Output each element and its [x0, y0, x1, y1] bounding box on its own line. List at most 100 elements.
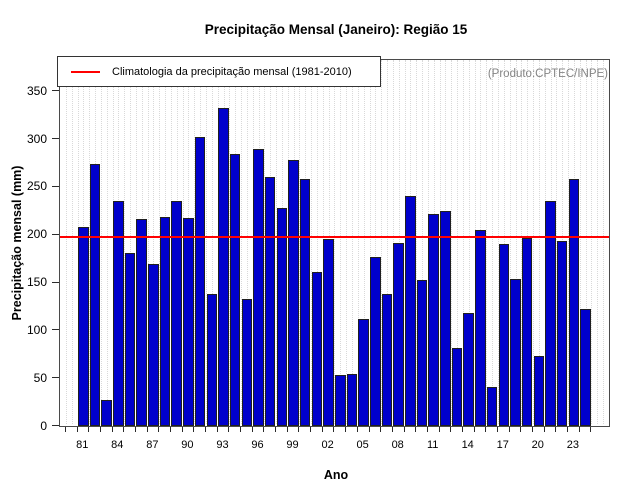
bar-2004 — [346, 374, 358, 426]
plot-area — [59, 59, 610, 427]
climatology-line-swatch — [71, 70, 100, 73]
bar-2020 — [533, 356, 545, 426]
gridline — [147, 60, 149, 424]
x-tick — [181, 427, 183, 432]
x-tick — [543, 427, 545, 432]
x-tick — [298, 427, 300, 432]
x-tick-label: 20 — [531, 439, 544, 451]
x-tick — [520, 427, 522, 432]
bar-1997 — [264, 177, 276, 426]
bar-2014 — [463, 313, 474, 426]
x-tick — [590, 427, 592, 432]
bar-1982 — [89, 163, 101, 426]
x-tick — [403, 427, 405, 432]
bar-2016 — [486, 386, 498, 426]
bar-1981 — [78, 227, 89, 426]
gridline — [538, 60, 540, 424]
bar-1995 — [241, 298, 253, 426]
bar-1986 — [136, 219, 147, 426]
gridline — [65, 60, 67, 424]
x-tick — [391, 427, 393, 432]
bar-2001 — [311, 272, 323, 426]
gridline — [468, 60, 470, 424]
gridline — [416, 60, 418, 424]
gridline — [100, 60, 102, 424]
bar-2015 — [475, 229, 486, 426]
y-tick — [52, 233, 59, 235]
x-tick — [146, 427, 148, 432]
gridline — [159, 60, 161, 424]
gridline — [585, 60, 587, 424]
gridline — [568, 60, 569, 424]
y-tick — [52, 377, 59, 379]
x-tick — [426, 427, 428, 432]
x-tick — [578, 427, 580, 432]
x-tick — [286, 427, 288, 432]
bar-1998 — [276, 207, 288, 426]
x-tick — [158, 427, 160, 432]
x-tick — [567, 427, 568, 432]
gridline — [533, 60, 534, 424]
chart-title: Precipitação Mensal (Janeiro): Região 15 — [204, 22, 468, 37]
x-tick — [368, 427, 370, 432]
x-tick — [532, 427, 533, 432]
x-tick — [345, 427, 347, 432]
y-tick — [52, 329, 59, 331]
x-tick — [134, 427, 136, 432]
x-tick — [169, 427, 171, 432]
gridline — [106, 60, 108, 424]
x-tick — [240, 427, 241, 432]
gridline — [597, 60, 599, 424]
bar-1991 — [194, 137, 206, 426]
gridline — [492, 60, 494, 424]
gridline — [124, 60, 126, 424]
y-tick — [52, 425, 59, 426]
x-tick-label: 81 — [76, 439, 89, 451]
y-tick-label: 200 — [26, 227, 47, 242]
y-tick-label: 0 — [40, 418, 47, 433]
x-tick — [76, 427, 78, 432]
x-tick-label: 90 — [181, 439, 194, 451]
y-tick — [52, 90, 59, 92]
x-tick — [415, 427, 417, 432]
x-tick-label: 87 — [146, 439, 159, 451]
gridline — [515, 60, 517, 424]
y-tick-label: 250 — [26, 179, 47, 194]
x-tick — [380, 427, 382, 432]
x-tick — [310, 427, 312, 432]
gridline — [369, 60, 371, 424]
y-tick — [52, 138, 59, 139]
gridline — [246, 60, 248, 424]
x-tick — [193, 427, 195, 432]
x-tick-label: 14 — [461, 439, 474, 451]
y-tick-label: 350 — [26, 83, 47, 98]
bar-1984 — [113, 201, 124, 426]
x-tick — [111, 427, 113, 432]
x-tick-label: 17 — [496, 439, 509, 451]
x-tick — [275, 427, 276, 432]
bar-2005 — [358, 318, 369, 426]
bar-1996 — [253, 148, 264, 426]
x-tick-label: 84 — [111, 439, 124, 451]
bar-2003 — [335, 375, 346, 426]
gridline — [381, 60, 383, 424]
bar-1992 — [206, 294, 218, 426]
bar-2009 — [405, 196, 416, 426]
x-tick-label: 02 — [321, 439, 334, 451]
gridline — [211, 60, 213, 424]
bar-1993 — [218, 108, 229, 426]
legend-label: Climatologia da precipitação mensal (198… — [112, 65, 352, 78]
gridline — [153, 60, 155, 424]
x-tick — [64, 427, 66, 432]
x-tick — [88, 427, 90, 432]
gridline — [603, 60, 605, 424]
x-tick-label: 99 — [286, 439, 299, 451]
x-tick — [204, 427, 206, 432]
bar-1987 — [148, 264, 159, 426]
gridline — [392, 60, 394, 424]
bar-2024 — [580, 309, 591, 426]
gridline — [71, 60, 73, 424]
x-tick — [555, 427, 557, 432]
x-tick — [263, 427, 265, 432]
x-tick — [485, 427, 487, 432]
